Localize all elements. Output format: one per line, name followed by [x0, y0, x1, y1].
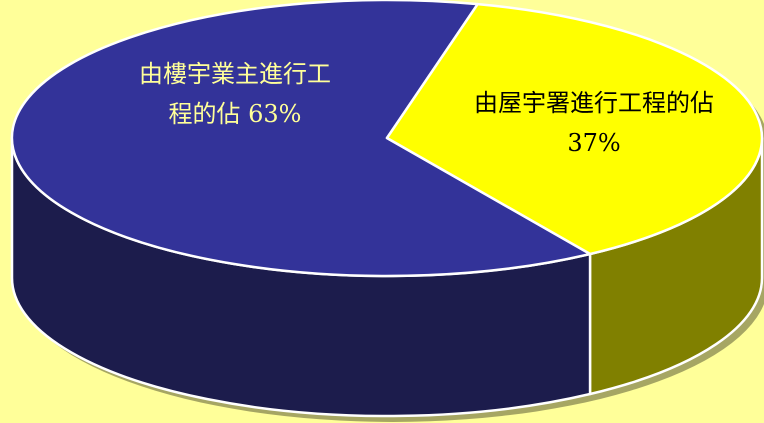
pie-slice-label-line: 37%	[567, 129, 620, 157]
pie-sides	[10, 136, 764, 418]
pie-slice-label-1: 由屋宇署進行工程的佔 37%	[474, 89, 714, 157]
pie-slice-label-line: 由屋宇署進行工程的佔	[474, 89, 714, 117]
pie-slice-label-0: 由樓宇業主進行工程的佔 63%	[139, 60, 331, 128]
pie-slice-0	[10, 0, 592, 278]
pie-top-faces	[10, 0, 764, 278]
pie-slice-label-line: 程的佔 63%	[169, 100, 302, 128]
pie-slice-1	[385, 2, 764, 256]
pie-slice-label-line: 由樓宇業主進行工	[139, 60, 331, 88]
pie-labels: 由樓宇業主進行工程的佔 63% 由屋宇署進行工程的佔 37%	[139, 60, 714, 157]
